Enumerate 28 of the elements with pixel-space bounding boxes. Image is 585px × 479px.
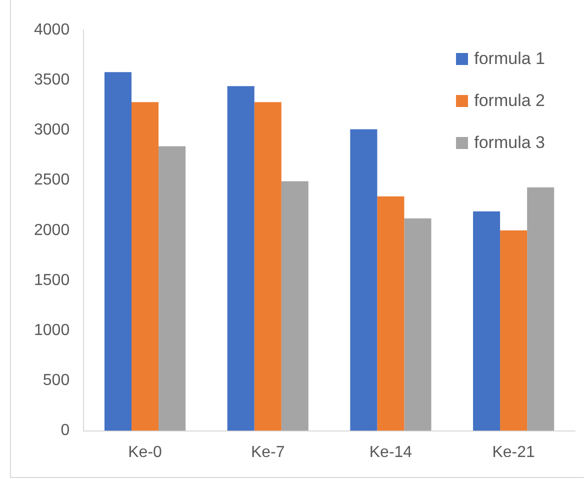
- legend-label: formula 1: [474, 49, 545, 69]
- x-tick-label: Ke-7: [250, 444, 285, 461]
- bar: [132, 102, 159, 431]
- bar: [377, 196, 404, 431]
- bar: [500, 230, 528, 431]
- bar: [254, 102, 282, 431]
- bar: [404, 218, 432, 431]
- bar: [227, 86, 254, 431]
- bar: [281, 181, 308, 431]
- y-tick-label: 1500: [34, 272, 70, 289]
- y-tick-label: 1000: [34, 322, 70, 340]
- bar: [158, 146, 186, 431]
- y-tick-label: 0: [60, 422, 70, 440]
- bar: [527, 187, 554, 431]
- bar: [350, 129, 378, 431]
- legend-label: formula 2: [474, 91, 545, 111]
- y-tick-label: 2500: [34, 172, 70, 189]
- y-tick-label: 4000: [34, 21, 70, 38]
- x-tick-label: Ke-14: [369, 444, 412, 461]
- x-tick-label: Ke-21: [492, 444, 536, 461]
- legend-label: formula 3: [474, 133, 545, 153]
- x-tick-label: Ke-0: [128, 444, 162, 461]
- bar: [104, 72, 132, 431]
- y-tick-label: 3000: [34, 122, 70, 139]
- y-tick-label: 3500: [34, 72, 70, 89]
- y-tick-label: 500: [42, 372, 70, 390]
- bar: [473, 211, 500, 431]
- y-tick-label: 2000: [34, 222, 70, 239]
